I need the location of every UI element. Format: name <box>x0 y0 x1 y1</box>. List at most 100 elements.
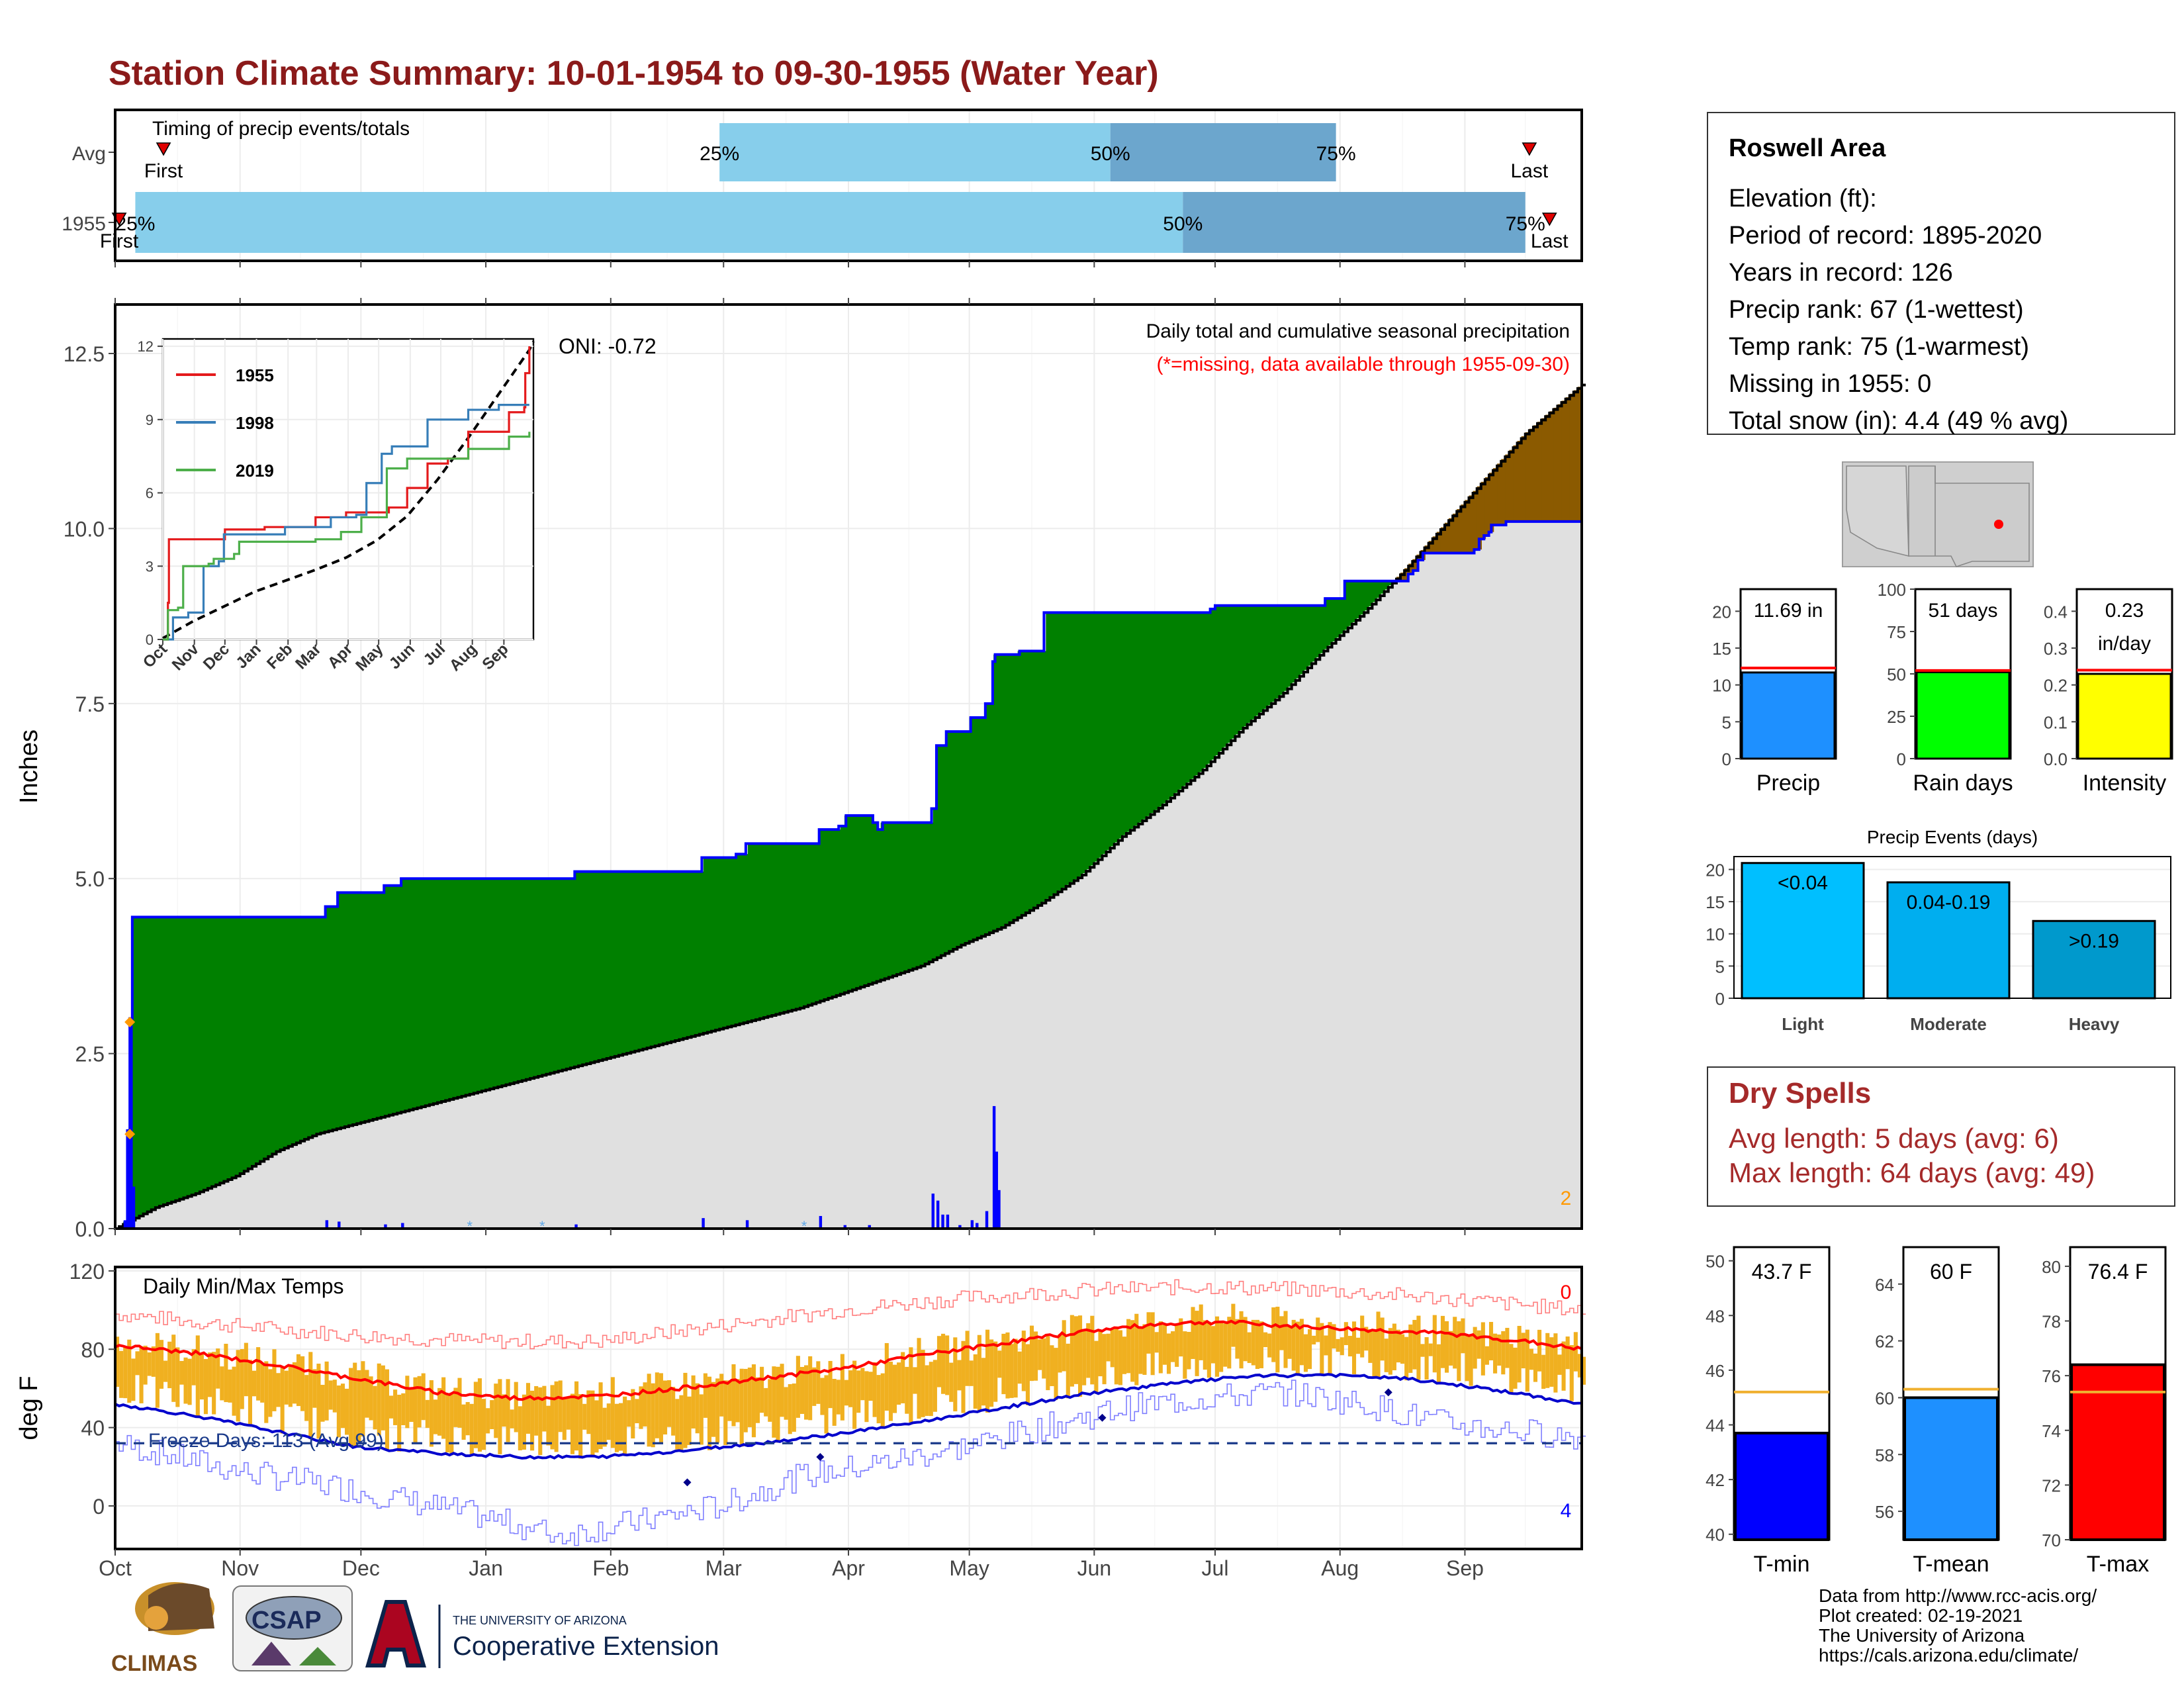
daily-temp-bar <box>1255 1319 1259 1369</box>
above-average-fill <box>1279 605 1285 695</box>
daily-temp-bar <box>413 1377 418 1444</box>
above-average-fill <box>772 843 777 1015</box>
daily-temp-bar <box>864 1371 869 1423</box>
daily-temp-bar <box>574 1381 579 1451</box>
daily-temp-bar <box>1513 1347 1518 1389</box>
above-average-fill <box>816 843 821 1002</box>
above-average-fill <box>151 917 157 1209</box>
daily-temp-bar <box>1501 1331 1506 1375</box>
daily-temp-bar <box>1545 1333 1550 1388</box>
daily-temp-bar <box>1396 1329 1401 1363</box>
below-average-fill <box>1453 513 1458 553</box>
daily-temp-bar <box>357 1370 361 1442</box>
above-average-fill <box>1203 612 1208 769</box>
above-average-fill <box>776 843 781 1014</box>
summary-bar-tick: 0.1 <box>2044 712 2068 732</box>
daily-temp-bar <box>292 1362 296 1404</box>
csap-wordmark: CSAP <box>251 1607 322 1634</box>
below-average-fill <box>1449 518 1454 553</box>
daily-temp-bar <box>1351 1321 1357 1375</box>
y-tick-label: 7.5 <box>75 692 105 716</box>
above-average-fill <box>1332 598 1337 641</box>
x-tick-label: May <box>949 1556 989 1580</box>
daily-temp-bar <box>1042 1338 1046 1379</box>
daily-temp-bar <box>562 1397 567 1440</box>
daily-temp-bar <box>639 1386 643 1429</box>
below-average-fill <box>1477 486 1482 550</box>
summary-bar-tick: 0.0 <box>2044 749 2068 769</box>
temp-bar-tick: 80 <box>2042 1257 2061 1277</box>
above-average-fill <box>699 871 705 1034</box>
snow-marker: * <box>539 1218 545 1235</box>
last-event-label: Last <box>1531 230 1569 252</box>
daily-temp-bar <box>1058 1334 1062 1373</box>
daily-temp-bar <box>473 1382 478 1448</box>
above-average-fill <box>284 917 289 1148</box>
above-average-fill <box>1058 612 1063 891</box>
above-average-fill <box>1191 612 1196 779</box>
summary-bar-label: Precip <box>1756 771 1820 796</box>
daily-temp-bar <box>1445 1321 1449 1373</box>
station-info-line: Elevation (ft): <box>1729 185 1877 212</box>
daily-temp-bar <box>675 1399 680 1450</box>
daily-temp-bar <box>155 1333 159 1408</box>
summary-bar-Precip <box>1741 671 1836 760</box>
events-tick: 20 <box>1706 860 1725 880</box>
daily-temp-bar <box>1029 1325 1034 1382</box>
above-average-fill <box>868 816 874 984</box>
above-average-fill <box>316 917 322 1134</box>
daily-temp-bar <box>268 1369 273 1417</box>
above-average-fill <box>1062 612 1067 888</box>
daily-temp-bar <box>369 1376 373 1421</box>
above-average-fill <box>997 654 1003 929</box>
daily-temp-bar <box>143 1345 148 1385</box>
daily-temp-bar <box>1343 1322 1348 1345</box>
above-average-fill <box>340 892 346 1127</box>
daily-temp-bar <box>365 1370 369 1418</box>
snow-depth-point <box>124 1017 136 1028</box>
daily-temp-bar <box>312 1369 317 1408</box>
daily-temp-bar <box>1400 1334 1405 1364</box>
daily-temp-bar <box>1521 1333 1525 1369</box>
daily-temp-bar <box>1577 1354 1582 1378</box>
above-average-fill <box>796 843 801 1009</box>
above-average-fill <box>1150 612 1156 814</box>
above-average-fill <box>248 917 253 1168</box>
daily-temp-bar <box>1013 1338 1018 1398</box>
daily-temp-bar <box>727 1380 732 1421</box>
above-average-fill <box>1029 651 1035 910</box>
daily-temp-bar <box>699 1394 704 1445</box>
daily-temp-bar <box>518 1406 522 1450</box>
above-average-fill <box>328 906 334 1131</box>
daily-temp-bar <box>486 1408 490 1434</box>
above-average-fill <box>973 717 979 939</box>
above-average-fill <box>498 878 503 1087</box>
above-average-fill <box>792 843 797 1010</box>
above-average-fill <box>1094 612 1099 862</box>
daily-temp-bar <box>691 1375 696 1429</box>
above-average-fill <box>606 871 612 1058</box>
above-average-fill <box>562 878 568 1070</box>
daily-temp-bar <box>1142 1324 1147 1375</box>
daily-precip-bar <box>868 1225 871 1229</box>
station-info-line: Total snow (in): 4.4 (49 % avg) <box>1729 407 2068 435</box>
daily-precip-bar <box>132 1186 136 1229</box>
below-average-fill <box>1549 411 1555 522</box>
daily-temp-bar <box>860 1368 865 1401</box>
daily-temp-bar <box>381 1365 385 1430</box>
above-average-fill <box>659 871 664 1045</box>
above-average-fill <box>1308 605 1313 666</box>
above-average-fill <box>679 871 684 1039</box>
daily-temp-bar <box>490 1400 494 1429</box>
above-average-fill <box>610 871 616 1057</box>
daily-temp-bar <box>909 1347 913 1423</box>
above-average-fill <box>671 871 676 1041</box>
daily-temp-bar <box>240 1349 244 1409</box>
temp-bar-value: 60 F <box>1930 1260 1972 1284</box>
daily-temp-bar <box>933 1360 937 1412</box>
events-tick: 10 <box>1706 925 1725 945</box>
daily-temp-bar <box>1102 1334 1107 1385</box>
daily-temp-bar <box>808 1356 813 1421</box>
above-average-fill <box>747 843 753 1021</box>
daily-temp-bar <box>643 1382 647 1427</box>
